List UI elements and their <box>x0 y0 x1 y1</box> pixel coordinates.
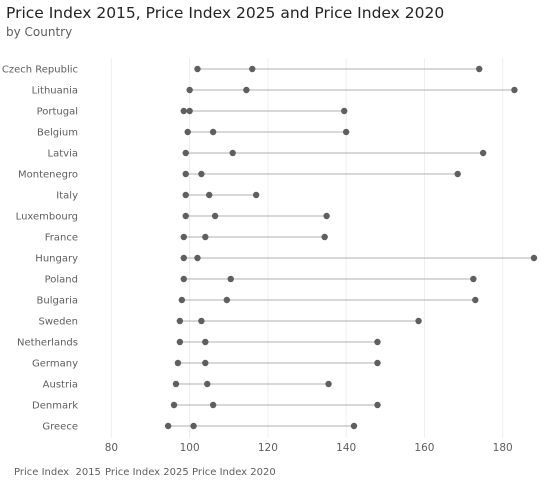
data-point[interactable] <box>174 359 182 367</box>
data-point[interactable] <box>178 296 186 304</box>
data-point[interactable] <box>176 338 184 346</box>
x-tick-label: 100 <box>180 442 200 454</box>
category-labels: Czech Republic Lithuania Portugal Belgium La… <box>2 65 78 433</box>
category-label: Denmark <box>32 401 78 412</box>
data-point[interactable] <box>479 149 487 157</box>
data-point[interactable] <box>321 233 328 241</box>
data-point[interactable] <box>325 380 332 388</box>
data-point[interactable] <box>323 212 330 220</box>
data-point[interactable] <box>249 65 256 73</box>
x-tick-label: 160 <box>414 442 434 454</box>
gridlines <box>110 58 504 438</box>
data-point[interactable] <box>252 191 260 199</box>
data-point[interactable] <box>350 422 358 430</box>
data-point[interactable] <box>243 86 250 94</box>
data-point[interactable] <box>198 317 205 325</box>
data-point[interactable] <box>186 107 193 115</box>
data-point[interactable] <box>476 65 483 73</box>
legend-item: Price Index 2020 <box>192 467 276 478</box>
data-point[interactable] <box>374 401 381 409</box>
chart-title: Price Index 2015, Price Index 2025 and P… <box>6 4 445 22</box>
data-point[interactable] <box>176 317 184 325</box>
data-point[interactable] <box>202 359 209 367</box>
category-label: Portugal <box>37 107 78 118</box>
data-point[interactable] <box>202 338 209 346</box>
data-point[interactable] <box>170 401 178 409</box>
category-label: Greece <box>42 422 78 433</box>
data-point[interactable] <box>182 191 189 199</box>
legend-item: Price Index 2025 <box>105 467 189 478</box>
data-point[interactable] <box>182 170 189 178</box>
data-point[interactable] <box>194 65 201 73</box>
data-point[interactable] <box>206 191 213 199</box>
data-point[interactable] <box>182 212 189 220</box>
data-point[interactable] <box>209 401 217 409</box>
data-point[interactable] <box>202 233 209 241</box>
chart-subtitle: by Country <box>6 25 73 39</box>
range-lines <box>168 68 534 427</box>
category-label: Sweden <box>38 317 78 328</box>
data-point[interactable] <box>223 296 231 304</box>
data-point[interactable] <box>227 275 234 283</box>
x-tick-label: 120 <box>258 442 278 454</box>
data-points[interactable] <box>164 65 538 430</box>
x-tick-label: 80 <box>105 442 118 454</box>
data-point[interactable] <box>180 233 187 241</box>
legend: Price Index 2015 Price Index 2025 Price In… <box>14 467 276 478</box>
data-point[interactable] <box>172 380 180 388</box>
data-point[interactable] <box>530 254 538 262</box>
data-point[interactable] <box>454 170 461 178</box>
data-point[interactable] <box>341 107 348 115</box>
data-point[interactable] <box>415 317 422 325</box>
category-label: Lithuania <box>32 86 78 97</box>
data-point[interactable] <box>204 380 211 388</box>
legend-item: Price Index 2015 <box>14 467 101 478</box>
category-label: France <box>45 233 78 244</box>
category-label: Luxembourg <box>16 212 78 223</box>
data-point[interactable] <box>229 149 236 157</box>
data-point[interactable] <box>184 128 191 136</box>
data-point[interactable] <box>180 107 187 115</box>
data-point[interactable] <box>198 170 205 178</box>
category-label: Czech Republic <box>2 65 78 76</box>
category-label: Hungary <box>35 254 78 265</box>
category-label: Poland <box>45 275 78 286</box>
category-label: Latvia <box>48 149 78 160</box>
x-tick-label: 180 <box>493 442 513 454</box>
category-label: Italy <box>56 191 78 202</box>
x-axis-tick-labels: 80 100 120 140 160 180 <box>105 442 513 454</box>
data-point[interactable] <box>194 254 201 262</box>
data-point[interactable] <box>374 338 381 346</box>
data-point[interactable] <box>190 422 197 430</box>
category-label: Belgium <box>37 128 78 139</box>
data-point[interactable] <box>209 128 217 136</box>
data-point[interactable] <box>182 149 189 157</box>
data-point[interactable] <box>374 359 381 367</box>
data-point[interactable] <box>180 275 187 283</box>
category-label: Germany <box>32 359 78 370</box>
data-point[interactable] <box>470 275 477 283</box>
category-label: Austria <box>43 380 78 391</box>
x-tick-label: 140 <box>336 442 356 454</box>
category-label: Bulgaria <box>37 296 78 307</box>
data-point[interactable] <box>511 86 518 94</box>
data-point[interactable] <box>211 212 219 220</box>
data-point[interactable] <box>164 422 172 430</box>
data-point[interactable] <box>472 296 479 304</box>
data-point[interactable] <box>342 128 350 136</box>
category-label: Netherlands <box>17 338 78 349</box>
data-point[interactable] <box>186 86 193 94</box>
data-point[interactable] <box>180 254 187 262</box>
category-label: Montenegro <box>18 170 78 181</box>
